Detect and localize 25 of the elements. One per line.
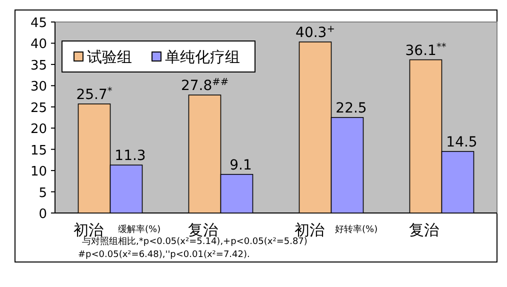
y-tick-label: 40 (30, 37, 47, 52)
data-label: 22.5 (336, 100, 367, 116)
data-label: 36.1$^{**}$ (405, 41, 446, 59)
text: 与对照组相比,*p<0.05(x²=5.14),+p<0.05(x²=5.87) (82, 236, 308, 247)
data-label: 27.8$^{##}$ (180, 76, 229, 94)
text: 好转率(%) (335, 224, 378, 235)
text: #p<0.05(x²=6.48),''p<0.01(x²=7.42). (78, 250, 250, 260)
data-label: 9.1 (230, 157, 252, 174)
x-tick-label: 复治 (408, 221, 439, 239)
y-tick-label: 5 (38, 186, 47, 201)
data-label: 40.3$^{+}$ (296, 23, 335, 41)
text: 缓解率(%) (118, 224, 161, 235)
y-tick-label: 35 (30, 58, 47, 74)
y-tick-label: 45 (30, 16, 47, 31)
data-label: 11.3 (114, 148, 146, 164)
y-tick-label: 25 (30, 100, 47, 116)
data-label: 14.5 (446, 134, 478, 150)
legend-label: 单纯化疗组 (165, 48, 240, 66)
y-tick-label: 15 (30, 143, 47, 158)
data-label: 25.7$^{*}$ (76, 85, 112, 103)
legend-label: 试验组 (87, 48, 132, 66)
y-tick-label: 0 (38, 207, 47, 222)
y-tick-label: 20 (30, 122, 47, 138)
y-tick-label: 10 (30, 164, 47, 180)
y-tick-label: 30 (30, 80, 47, 95)
